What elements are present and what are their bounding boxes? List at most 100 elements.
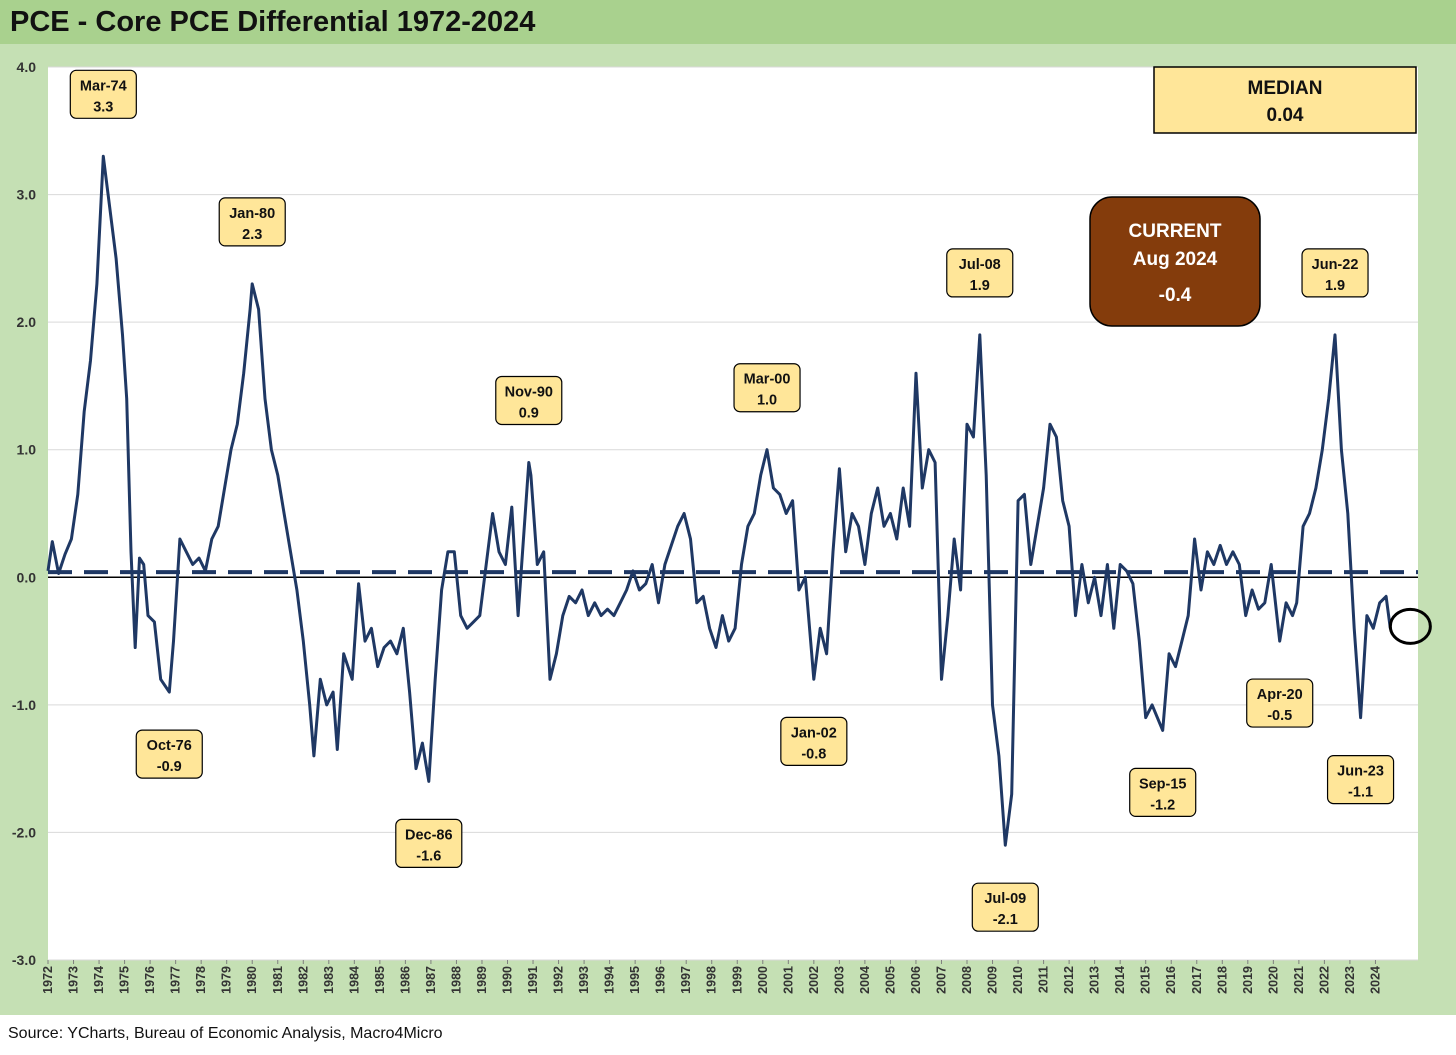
current-period: Aug 2024 — [1133, 249, 1218, 270]
x-tick-label: 1989 — [475, 966, 489, 994]
callout-value: 1.0 — [757, 393, 777, 409]
callout-date: Apr-20 — [1257, 687, 1303, 703]
x-tick-label: 2020 — [1266, 966, 1280, 994]
y-tick-label: 2.0 — [17, 314, 37, 330]
current-label: CURRENT — [1129, 221, 1222, 242]
callout-date: Dec-86 — [405, 827, 453, 843]
callout-date: Mar-74 — [80, 78, 127, 94]
x-tick-label: 2022 — [1317, 966, 1331, 994]
x-tick-label: 1996 — [654, 966, 668, 994]
x-tick-label: 2014 — [1113, 966, 1127, 994]
callout-nov-90: Nov-90 0.9 — [495, 375, 563, 426]
x-tick-label: 1998 — [705, 966, 719, 994]
x-tick-label: 2011 — [1037, 966, 1051, 993]
callout-date: Jun-23 — [1337, 764, 1384, 780]
current-box: CURRENT Aug 2024 -0.4 — [1089, 196, 1261, 327]
x-tick-label: 1984 — [347, 966, 361, 994]
x-tick-label: 1973 — [67, 966, 81, 994]
median-value: 0.04 — [1267, 105, 1304, 126]
callout-value: -1.2 — [1150, 797, 1175, 813]
x-tick-label: 2007 — [934, 966, 948, 994]
x-tick-label: 2013 — [1088, 966, 1102, 994]
x-tick-label: 1974 — [92, 966, 106, 994]
callout-value: 1.9 — [970, 278, 990, 294]
callout-date: Oct-76 — [147, 738, 192, 754]
x-tick-label: 1981 — [271, 966, 285, 994]
y-tick-label: 1.0 — [17, 442, 37, 458]
median-box: MEDIAN 0.04 — [1153, 66, 1417, 134]
x-tick-label: 1988 — [449, 966, 463, 994]
callout-date: Jun-22 — [1312, 257, 1359, 273]
callout-jun-23: Jun-23 -1.1 — [1326, 755, 1395, 805]
callout-jun-22: Jun-22 1.9 — [1301, 248, 1369, 298]
x-tick-label: 1972 — [41, 966, 55, 994]
callout-jul-08: Jul-08 1.9 — [946, 248, 1014, 298]
callout-value: -1.6 — [416, 848, 441, 864]
y-tick-label: -1.0 — [12, 697, 36, 713]
callout-value: 1.9 — [1325, 278, 1345, 294]
source-note: Source: YCharts, Bureau of Economic Anal… — [8, 1025, 443, 1042]
title-band: PCE - Core PCE Differential 1972-2024 — [0, 0, 1456, 44]
callout-date: Nov-90 — [505, 384, 553, 400]
x-tick-label: 2019 — [1241, 966, 1255, 994]
x-tick-label: 2002 — [807, 966, 821, 994]
x-tick-label: 2015 — [1139, 966, 1153, 994]
x-tick-label: 2009 — [986, 966, 1000, 994]
callout-jul-09: Jul-09 -2.1 — [971, 882, 1039, 932]
callout-value: -2.1 — [993, 912, 1018, 928]
callout-date: Mar-00 — [744, 372, 791, 388]
x-tick-label: 2024 — [1368, 966, 1382, 994]
page-title: PCE - Core PCE Differential 1972-2024 — [10, 6, 536, 38]
callout-date: Jan-02 — [791, 725, 837, 741]
y-tick-label: 4.0 — [17, 59, 37, 75]
callout-date: Sep-15 — [1139, 776, 1187, 792]
x-tick-label: 2016 — [1164, 966, 1178, 994]
median-label: MEDIAN — [1248, 78, 1323, 99]
callout-apr-20: Apr-20 -0.5 — [1246, 678, 1314, 728]
x-tick-label: 1997 — [679, 966, 693, 994]
x-tick-label: 2018 — [1215, 966, 1229, 994]
x-tick-label: 2021 — [1292, 966, 1306, 994]
x-tick-label: 1987 — [424, 966, 438, 994]
callout-date: Jul-08 — [959, 257, 1001, 273]
current-value: -0.4 — [1159, 285, 1192, 306]
callout-date: Jul-09 — [984, 891, 1026, 907]
x-tick-label: 1978 — [194, 966, 208, 994]
x-tick-label: 1994 — [603, 966, 617, 994]
x-tick-label: 2017 — [1190, 966, 1204, 994]
callout-value: -0.8 — [801, 746, 826, 762]
callout-value: 2.3 — [242, 227, 262, 243]
callout-value: -0.9 — [157, 759, 182, 775]
x-tick-label: 1983 — [322, 966, 336, 994]
callout-value: 3.3 — [93, 99, 113, 115]
x-tick-label: 2004 — [858, 966, 872, 994]
x-tick-label: 1979 — [220, 966, 234, 994]
x-tick-label: 2006 — [909, 966, 923, 994]
callout-value: 0.9 — [519, 405, 539, 421]
current-point-circle — [1388, 607, 1432, 645]
x-tick-label: 2010 — [1011, 966, 1025, 994]
x-tick-label: 1991 — [526, 966, 540, 994]
x-tick-label: 2012 — [1062, 966, 1076, 994]
x-tick-label: 2008 — [960, 966, 974, 994]
line-chart: 4.0 3.0 2.0 1.0 0.0 -1.0 -2.0 -3.0 1972 1973 1974… — [12, 59, 1432, 994]
callout-date: Jan-80 — [229, 206, 275, 222]
x-tick-label: 1985 — [373, 966, 387, 994]
y-tick-label: -3.0 — [12, 952, 36, 968]
y-axis: 4.0 3.0 2.0 1.0 0.0 -1.0 -2.0 -3.0 — [12, 59, 36, 968]
x-tick-label: 2003 — [832, 966, 846, 994]
callout-value: -0.5 — [1267, 708, 1292, 724]
x-tick-label: 1975 — [118, 966, 132, 994]
callout-dec-86: Dec-86 -1.6 — [395, 818, 463, 869]
x-tick-label: 1992 — [552, 966, 566, 994]
x-tick-label: 1977 — [169, 966, 183, 994]
callout-value: -1.1 — [1348, 785, 1373, 801]
x-tick-label: 2001 — [781, 966, 795, 994]
x-tick-label: 2000 — [756, 966, 770, 994]
x-tick-label: 1982 — [296, 966, 310, 994]
y-tick-label: 3.0 — [17, 187, 37, 203]
y-tick-label: 0.0 — [17, 569, 37, 585]
callout-labels: Mar-74 3.3 Oct-76 -0.9 Jan-80 2.3 Dec-86 -1.6 No… — [69, 69, 1395, 932]
x-tick-label: 1995 — [628, 966, 642, 994]
x-tick-label: 1980 — [245, 966, 259, 994]
